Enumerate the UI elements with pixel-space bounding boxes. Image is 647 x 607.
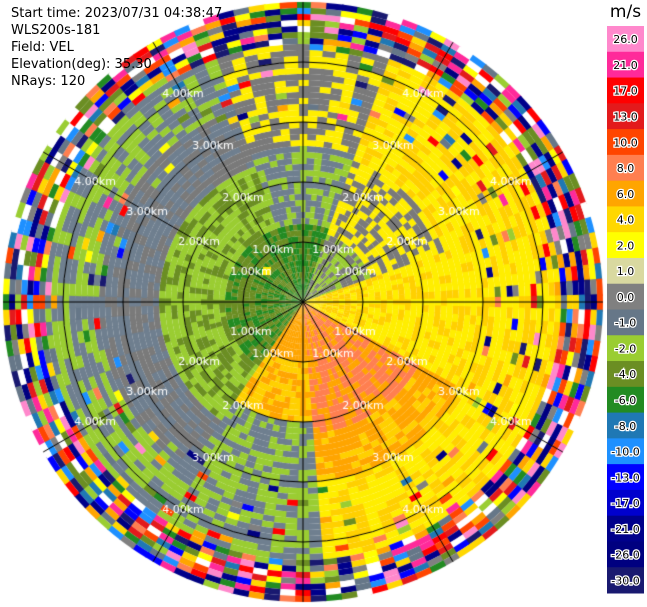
colorbar-tick-label: 8.0 xyxy=(617,162,635,175)
colorbar-tick-label: -2.0 xyxy=(615,342,636,355)
colorbar-tick-label: 13.0 xyxy=(613,110,638,123)
colorbar-tick-label: 2.0 xyxy=(617,239,635,252)
colorbar-swatch xyxy=(607,257,644,285)
colorbar-swatch xyxy=(607,77,644,104)
colorbar-tick-label: -21.0 xyxy=(611,523,639,536)
colorbar-swatch xyxy=(607,129,644,156)
colorbar-tick-label: -1.0 xyxy=(615,317,636,330)
colorbar-swatch xyxy=(607,412,644,439)
colorbar-swatch xyxy=(607,283,644,310)
colorbar-swatch xyxy=(607,541,644,568)
colorbar-swatch xyxy=(607,335,644,362)
colorbar-tick-label: -26.0 xyxy=(611,549,639,562)
colorbar-tick-label: -17.0 xyxy=(611,497,639,510)
station-label: WLS200s-181 xyxy=(11,23,101,38)
colorbar-tick-label: 17.0 xyxy=(613,85,638,98)
colorbar-swatch xyxy=(607,51,644,79)
colorbar-swatch xyxy=(607,232,644,259)
colorbar-tick-label: 21.0 xyxy=(613,59,638,72)
colorbar-swatch xyxy=(607,361,644,388)
colorbar-tick-label: -4.0 xyxy=(615,368,636,381)
nrays-label: NRays: 120 xyxy=(11,74,86,89)
colorbar-swatch xyxy=(607,180,644,207)
elevation-label: Elevation(deg): 35.30 xyxy=(11,57,152,72)
colorbar-tick-label: 0.0 xyxy=(617,291,635,304)
colorbar-tick-label: -6.0 xyxy=(615,394,636,407)
colorbar-tick-label: 26.0 xyxy=(613,33,638,46)
colorbar-tick-label: -8.0 xyxy=(615,420,636,433)
colorbar-swatch xyxy=(607,567,644,594)
colorbar-tick-label: 10.0 xyxy=(613,136,638,149)
colorbar-swatch xyxy=(607,438,644,465)
colorbar-tick-label: 6.0 xyxy=(617,188,635,201)
colorbar-swatch xyxy=(607,154,644,182)
colorbar-swatch xyxy=(607,103,644,130)
colorbar-tick-label: -10.0 xyxy=(611,446,639,459)
colorbar-title: m/s xyxy=(610,2,641,22)
start-time-label: Start time: 2023/07/31 04:38:47 xyxy=(11,6,223,21)
colorbar-swatch xyxy=(607,515,644,542)
colorbar-tick-label: 1.0 xyxy=(617,265,635,278)
colorbar-swatch xyxy=(607,386,644,414)
colorbar-swatch xyxy=(607,206,644,233)
colorbar-swatch xyxy=(607,26,644,53)
colorbar-tick-label: 4.0 xyxy=(617,214,635,227)
colorbar-tick-label: -13.0 xyxy=(611,471,639,484)
colorbar-tick-label: -30.0 xyxy=(611,574,639,587)
field-label: Field: VEL xyxy=(11,40,74,55)
colorbar-swatch xyxy=(607,309,644,336)
colorbar-swatch xyxy=(607,464,644,491)
colorbar-swatch xyxy=(607,489,644,517)
